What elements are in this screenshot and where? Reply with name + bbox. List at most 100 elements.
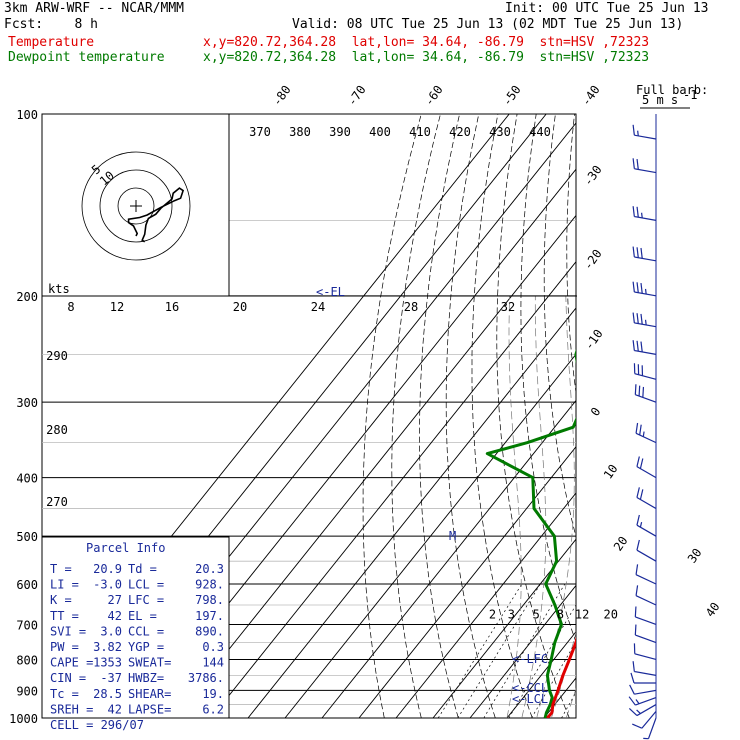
dry-adiabat: [362, 114, 422, 718]
theta-label: 380: [289, 125, 311, 139]
pressure-label: 900: [16, 684, 38, 698]
barb-half-flag: [639, 521, 643, 528]
temperature-location: x,y=820.72,364.28 lat,lon= 34.64, -86.79…: [203, 35, 650, 50]
parcel-param-value: 27: [108, 593, 122, 607]
barb-staff: [634, 168, 657, 174]
wind-barb: [636, 456, 657, 479]
speed-scale-label: 20: [233, 300, 247, 314]
wind-barb: [632, 340, 657, 355]
wind-barb: [632, 124, 657, 140]
barb-staff: [635, 574, 657, 585]
theta-label: 410: [409, 125, 431, 139]
parcel-param-value: 3.0: [100, 624, 122, 638]
moist-adiabat: [536, 295, 575, 718]
theta-left-label: 280: [46, 423, 68, 437]
barb-staff: [635, 432, 657, 444]
barb-staff: [635, 595, 657, 606]
parcel-param-value: 197.: [195, 609, 224, 623]
parcel-param-label: PW =: [50, 640, 79, 654]
theta-label: 390: [329, 125, 351, 139]
wind-barb: [635, 422, 657, 444]
parcel-param-label: CCL =: [128, 624, 164, 638]
model-title: 3km ARW-WRF -- NCAR/MMM: [4, 1, 185, 16]
barb-staff: [647, 717, 657, 739]
mixing-ratio-label: 5: [533, 607, 540, 621]
barb-flag: [628, 707, 638, 716]
dry-adiabat: [520, 114, 576, 644]
speed-scale-label: 12: [110, 300, 124, 314]
barb-staff: [636, 466, 657, 479]
barb-staff: [635, 634, 657, 644]
theta-label: 430: [489, 125, 511, 139]
isotherm-line: [284, 353, 576, 718]
wind-barb: [628, 704, 657, 717]
wind-barb: [636, 487, 657, 510]
parcel-param-label: LI =: [50, 578, 79, 592]
forecast-hour: Fcst: 8 h: [4, 17, 98, 32]
wind-barb: [632, 281, 657, 297]
moist-adiabat: [551, 631, 576, 718]
isotherm-label: 20: [611, 534, 631, 554]
hodograph-ring: [117, 187, 155, 225]
hodograph-ring: [81, 151, 191, 261]
isotherm-line: [210, 261, 576, 718]
parcel-param-label: CAPE =: [50, 656, 93, 670]
parcel-param-label: SWEAT=: [128, 656, 171, 670]
mixing-ratio-label: 20: [604, 607, 618, 621]
mixing-ratio-line: [561, 691, 576, 718]
parcel-param-value: 20.9: [93, 562, 122, 576]
barb-flag: [634, 624, 637, 636]
mixing-ratio-line: [508, 604, 576, 718]
parcel-cell: CELL = 296/07: [50, 718, 144, 732]
parcel-info-panel: [41, 536, 230, 719]
isotherm-label: -20: [581, 247, 605, 273]
isotherm-label: -10: [582, 327, 606, 353]
speed-scale-label: 16: [165, 300, 179, 314]
parcel-param-label: HWBZ=: [128, 671, 164, 685]
wind-barb: [632, 661, 657, 676]
mixing-ratio-line: [437, 583, 523, 718]
barb-flag: [635, 564, 639, 575]
wind-barb: [632, 710, 657, 729]
m-annotation: M: [449, 529, 456, 543]
moist-adiabat: [565, 687, 576, 718]
parcel-param-label: CIN =: [50, 671, 86, 685]
parcel-param-value: -3.0: [93, 578, 122, 592]
barb-flag: [635, 585, 639, 596]
barb-flag: [632, 246, 635, 258]
parcel-param-value: 6.2: [202, 702, 224, 716]
barb-staff: [635, 696, 657, 706]
barb-flag: [639, 424, 642, 436]
wind-barb: [630, 672, 656, 684]
barb-half-flag: [636, 709, 641, 714]
dry-adiabat: [496, 114, 570, 718]
el-annotation: <-EL: [316, 285, 345, 299]
mixing-ratio-label: 2: [489, 607, 496, 621]
pressure-label: 700: [16, 618, 38, 632]
barb-staff: [636, 524, 657, 537]
parcel-param-label: LFC =: [128, 593, 164, 607]
barb-flag: [634, 384, 637, 395]
pressure-label: 300: [16, 396, 38, 410]
dry-adiabat: [728, 114, 740, 718]
lcl-annotation: <-LCL: [512, 692, 548, 706]
barb-flag: [636, 247, 639, 258]
dry-adiabat: [445, 114, 496, 718]
parcel-param-value: 28.5: [93, 687, 122, 701]
wind-barb: [635, 585, 657, 606]
speed-scale-label: 28: [404, 300, 418, 314]
dry-adiabat: [631, 114, 740, 718]
barb-staff: [636, 549, 657, 562]
barb-flag: [636, 487, 640, 498]
parcel-param-value: 1353: [93, 656, 122, 670]
barb-flag: [640, 247, 643, 259]
barb-staff: [635, 394, 657, 403]
pressure-label: 600: [16, 578, 38, 592]
wind-barb: [628, 696, 657, 706]
parcel-param-label: SREH =: [50, 702, 93, 716]
dry-adiabat: [709, 114, 740, 718]
theta-label: 440: [529, 125, 551, 139]
barb-flag: [636, 158, 639, 170]
isotherm-line: [173, 214, 576, 718]
barb-staff: [641, 710, 657, 729]
